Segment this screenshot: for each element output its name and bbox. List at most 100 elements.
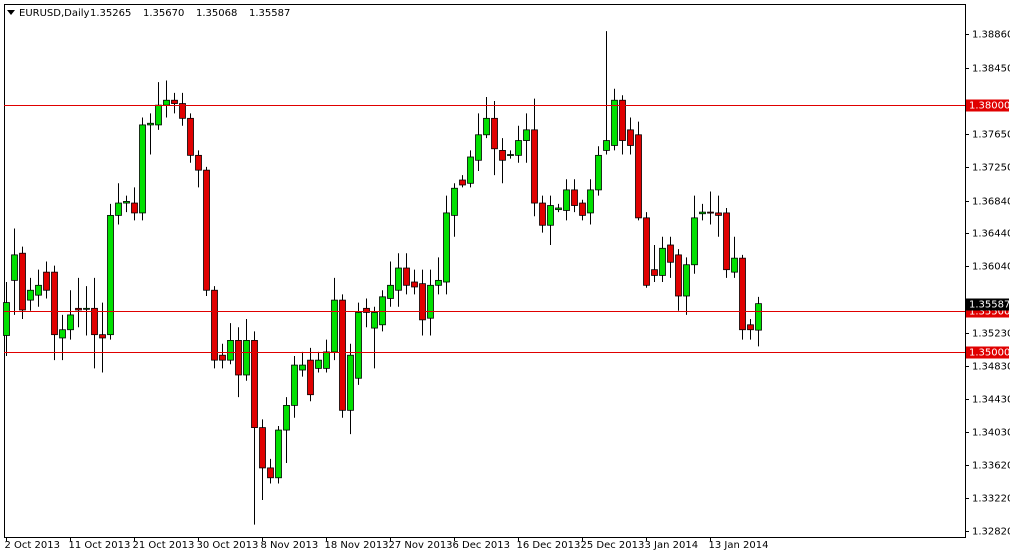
candle-body — [235, 340, 242, 376]
candle-body — [419, 283, 426, 321]
level-label: 1.38000 — [969, 101, 1010, 112]
candle-body — [755, 303, 762, 331]
candle-body — [643, 217, 650, 286]
candle-body — [211, 289, 218, 361]
candle-body — [507, 154, 514, 156]
menu-arrow[interactable] — [7, 10, 15, 15]
candle-body — [3, 302, 10, 336]
x-tick-label: 3 Jan 2014 — [645, 540, 699, 551]
candle-body — [259, 427, 266, 469]
x-tick-label: 27 Nov 2013 — [389, 540, 453, 551]
candle-body — [611, 99, 618, 146]
candle-body — [83, 307, 90, 310]
header-value: 1.35068 — [196, 8, 237, 19]
level-label: 1.35500 — [969, 307, 1010, 318]
candle-body — [523, 129, 530, 141]
candle-body — [371, 312, 378, 329]
candle-body — [243, 340, 250, 376]
y-tick-label: 1.35230 — [972, 329, 1010, 340]
candle-body — [715, 212, 722, 216]
candle-body — [123, 201, 130, 204]
y-tick-label: 1.36840 — [972, 197, 1010, 208]
candle-body — [43, 271, 50, 291]
candle-body — [307, 359, 314, 396]
candle-body — [19, 252, 26, 311]
candle-body — [563, 189, 570, 211]
candle-body — [459, 179, 466, 186]
candle-body — [571, 189, 578, 206]
candle-body — [619, 99, 626, 141]
candle-body — [331, 299, 338, 353]
candle-body — [467, 156, 474, 184]
x-tick-label: 21 Oct 2013 — [133, 540, 195, 551]
x-tick-label: 30 Oct 2013 — [197, 540, 259, 551]
x-tick-label: 8 Nov 2013 — [261, 540, 319, 551]
y-tick-label: 1.33220 — [972, 494, 1010, 505]
candle-body — [179, 103, 186, 119]
candle-body — [579, 202, 586, 216]
candle-body — [275, 429, 282, 479]
candle-body — [587, 189, 594, 214]
candle-body — [227, 340, 234, 361]
candle-body — [483, 117, 490, 136]
level-label-box — [966, 346, 1009, 359]
candle-body — [427, 284, 434, 319]
candle-body — [291, 364, 298, 406]
candle-body — [395, 267, 402, 291]
candle-body — [283, 404, 290, 431]
level-label-box — [966, 99, 1009, 112]
candle-body — [667, 244, 674, 263]
candle-body — [91, 307, 98, 336]
y-tick-label: 1.34830 — [972, 362, 1010, 373]
candle-body — [203, 169, 210, 291]
candle-body — [499, 150, 506, 161]
candle-body — [155, 104, 162, 126]
header-value: 1.35587 — [249, 8, 290, 19]
y-tick-label: 1.32820 — [972, 527, 1010, 538]
candle-body — [683, 264, 690, 297]
x-tick-label: 2 Oct 2013 — [5, 540, 60, 551]
candle-body — [739, 257, 746, 331]
y-tick-label: 1.36440 — [972, 229, 1010, 240]
candle-body — [603, 140, 610, 151]
candle-body — [107, 214, 114, 336]
candle-body — [411, 281, 418, 288]
x-tick-label: 16 Dec 2013 — [517, 540, 581, 551]
candle-body — [267, 467, 274, 479]
candle-body — [627, 129, 634, 146]
last-price-box — [966, 298, 1009, 311]
candle-body — [99, 334, 106, 339]
candle-body — [299, 364, 306, 371]
x-tick-label: 18 Nov 2013 — [325, 540, 389, 551]
y-tick-label: 1.34030 — [972, 428, 1010, 439]
candle-body — [363, 307, 370, 313]
candle-body — [35, 284, 42, 296]
y-tick-label: 1.36040 — [972, 262, 1010, 273]
candle-body — [251, 340, 258, 429]
candle-body — [171, 99, 178, 104]
x-tick-label: 6 Dec 2013 — [453, 540, 511, 551]
candle-body — [219, 354, 226, 361]
candle-body — [595, 154, 602, 191]
y-tick-label: 1.33620 — [972, 461, 1010, 472]
y-tick-label: 1.37650 — [972, 130, 1010, 141]
candle-body — [747, 324, 754, 331]
candle-body — [147, 122, 154, 126]
candle-body — [723, 212, 730, 271]
y-tick-label: 1.38860 — [972, 30, 1010, 41]
candle-body — [451, 187, 458, 216]
candle-body — [635, 134, 642, 219]
candle-body — [115, 202, 122, 216]
last-price-label: 1.35587 — [969, 300, 1010, 311]
candle-body — [707, 211, 714, 214]
candle-body — [491, 117, 498, 150]
candle-body — [315, 359, 322, 369]
candle-body — [691, 217, 698, 266]
header-value: 1.35670 — [143, 8, 184, 19]
candle-body — [403, 267, 410, 286]
y-tick-label: 1.38450 — [972, 64, 1010, 75]
candle-body — [139, 124, 146, 214]
candle-body — [163, 99, 170, 106]
